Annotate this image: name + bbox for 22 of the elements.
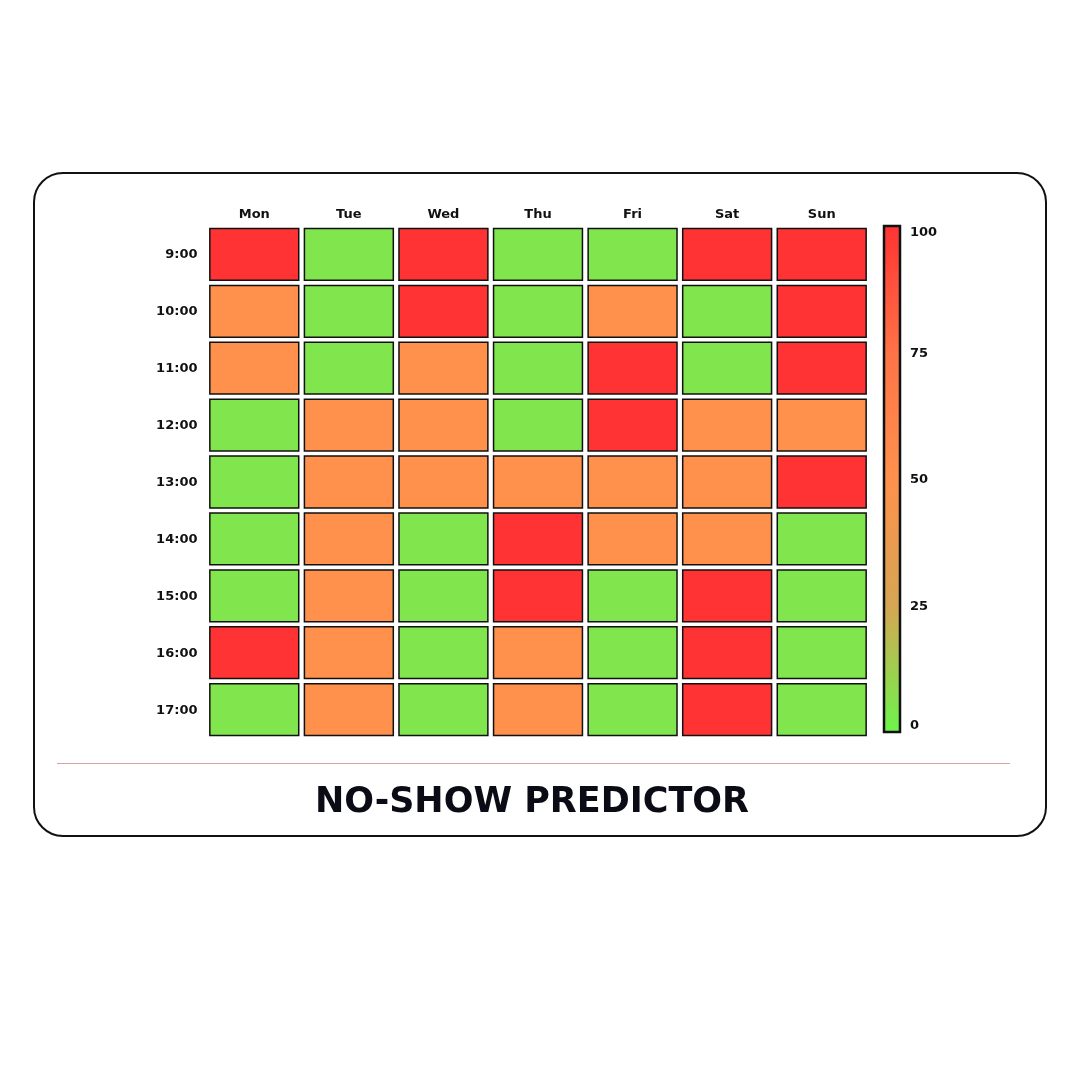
color-bar-label: 0 <box>910 717 920 732</box>
color-bar-label: 100 <box>910 224 938 239</box>
color-bar-label: 75 <box>910 344 929 360</box>
x-tick-label: Mon <box>238 205 270 221</box>
x-tick-label: Sat <box>714 205 740 221</box>
color-bar-label: 50 <box>910 471 929 486</box>
y-tick-label: 14:00 <box>156 530 198 546</box>
x-tick-label: Thu <box>524 205 552 221</box>
y-tick-label: 17:00 <box>156 701 198 717</box>
x-tick-label: Wed <box>427 205 460 221</box>
y-tick-label: 9:00 <box>165 246 198 262</box>
y-tick-label: 10:00 <box>156 303 198 319</box>
x-tick-label: Fri <box>623 205 643 221</box>
x-tick-label: Tue <box>336 205 362 221</box>
y-tick-label: 12:00 <box>156 417 198 433</box>
y-tick-label: 11:00 <box>156 360 198 376</box>
y-tick-label: 15:00 <box>156 587 198 603</box>
color-bar-label: 25 <box>910 597 929 613</box>
y-tick-label: 13:00 <box>156 474 198 489</box>
x-tick-label: Sun <box>807 205 836 221</box>
y-tick-label: 16:00 <box>156 644 198 660</box>
text: NO-SHOW PREDICTOR <box>314 780 750 820</box>
